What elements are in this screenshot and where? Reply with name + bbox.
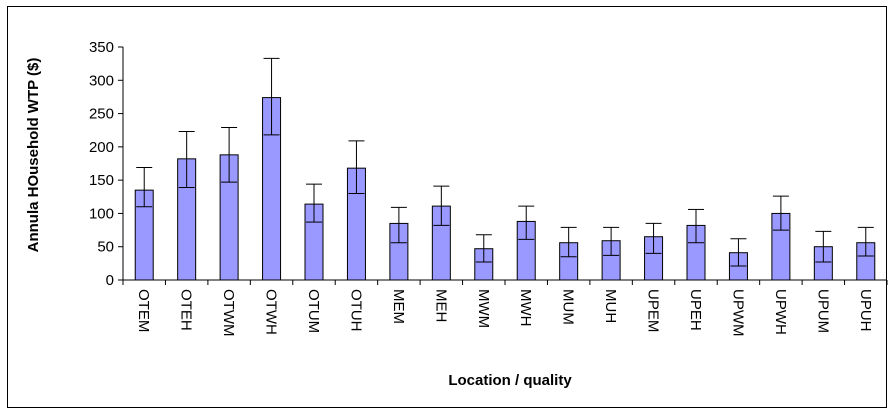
- x-tick-label-UPUH: UPUH: [857, 289, 874, 332]
- x-tick-label-OTWM: OTWM: [220, 289, 237, 336]
- y-tick-label-300: 300: [89, 72, 114, 89]
- x-tick-label-MWH: MWH: [517, 289, 534, 327]
- y-tick-label-0: 0: [106, 272, 114, 289]
- x-tick-label-MWM: MWM: [475, 289, 492, 328]
- x-axis-title: Location / quality: [448, 372, 572, 389]
- y-tick-label-350: 350: [89, 39, 114, 56]
- x-tick-label-UPWH: UPWH: [772, 289, 789, 335]
- x-tick-label-UPUM: UPUM: [814, 289, 831, 333]
- x-tick-label-OTEM: OTEM: [135, 289, 152, 332]
- x-tick-label-OTWH: OTWH: [263, 289, 280, 335]
- y-tick-label-100: 100: [89, 205, 114, 222]
- x-tick-label-UPEH: UPEH: [687, 289, 704, 331]
- x-tick-label-MUH: MUH: [602, 289, 619, 323]
- x-tick-label-MUM: MUM: [560, 289, 577, 325]
- x-tick-label-MEM: MEM: [390, 289, 407, 324]
- x-tick-label-OTUM: OTUM: [305, 289, 322, 333]
- x-tick-label-UPWM: UPWM: [729, 289, 746, 337]
- y-tick-label-200: 200: [89, 139, 114, 156]
- x-tick-label-MEH: MEH: [432, 289, 449, 322]
- y-tick-label-150: 150: [89, 172, 114, 189]
- plot-area: 0 50 100 150 200 250 300 350 OTEM OTEH OTWM OTWH OTU…: [89, 39, 888, 337]
- y-tick-label-50: 50: [97, 239, 114, 256]
- x-tick-label-OTUH: OTUH: [347, 289, 364, 332]
- y-axis-title-text: Annula HOusehold WTP ($): [25, 58, 42, 253]
- x-tick-label-OTEH: OTEH: [178, 289, 195, 331]
- x-tick-label-UPEM: UPEM: [645, 289, 662, 332]
- y-tick-label-250: 250: [89, 106, 114, 123]
- y-axis-title: Annula HOusehold WTP ($): [25, 58, 42, 253]
